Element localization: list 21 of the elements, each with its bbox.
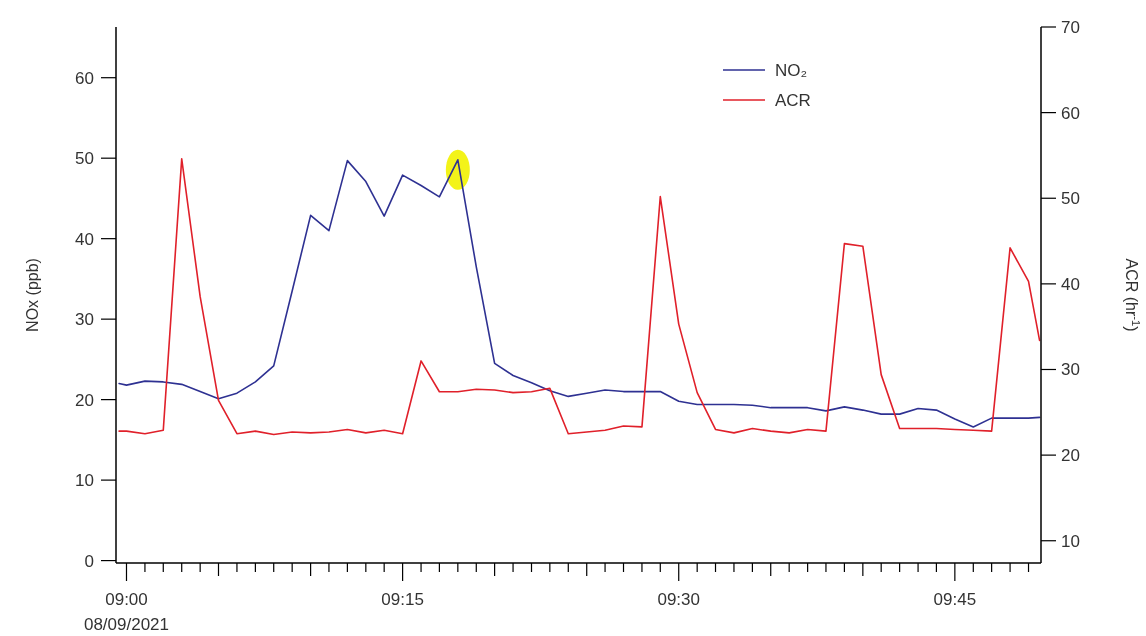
y-axis-title: NOx (ppb) bbox=[24, 258, 41, 332]
y-tick-label: 50 bbox=[75, 149, 94, 169]
y-tick-label: 40 bbox=[75, 229, 94, 249]
y-tick-label: 20 bbox=[75, 390, 94, 410]
y-tick-label: 30 bbox=[75, 310, 94, 330]
y2-tick-label: 10 bbox=[1061, 531, 1080, 551]
legend-label: NO₂ bbox=[775, 61, 808, 80]
y2-tick-label: 70 bbox=[1061, 18, 1080, 37]
y-tick-label: 10 bbox=[75, 471, 94, 491]
y2-tick-label: 30 bbox=[1061, 360, 1080, 380]
y2-tick-label: 50 bbox=[1061, 189, 1080, 209]
legend-label: ACR bbox=[775, 91, 811, 110]
y2-tick-label: 60 bbox=[1061, 103, 1080, 123]
x-tick-label: 09:15 bbox=[381, 590, 424, 609]
y2-tick-label: 20 bbox=[1061, 446, 1080, 466]
x-tick-label: 09:45 bbox=[933, 590, 977, 609]
x-tick-label: 09:30 bbox=[657, 590, 700, 609]
y-tick-label: 0 bbox=[84, 551, 94, 571]
y-tick-label: 60 bbox=[75, 68, 94, 88]
x-tick-label: 09:00 08/09/2021 bbox=[83, 590, 170, 634]
y2-tick-label: 40 bbox=[1061, 274, 1080, 294]
